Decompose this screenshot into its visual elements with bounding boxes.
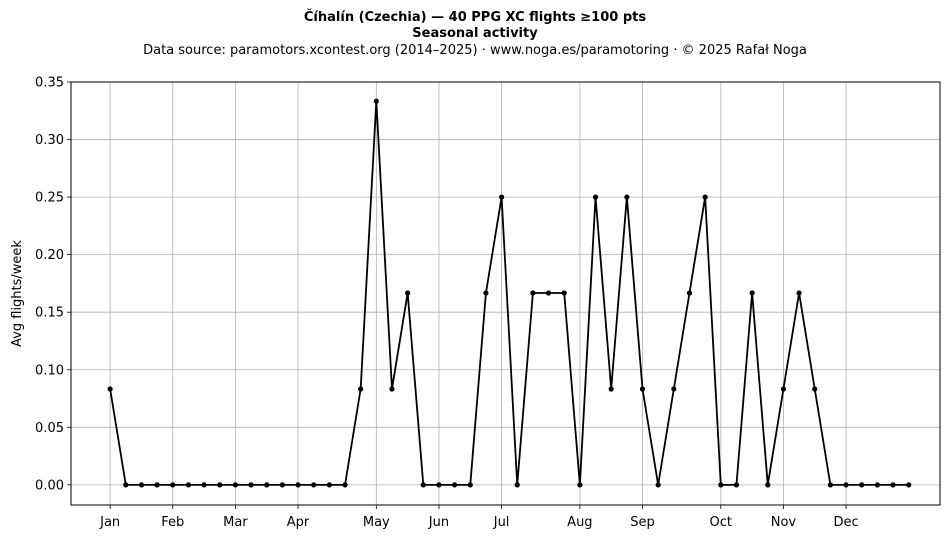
data-point (498, 194, 505, 200)
y-tick-label: 0.15 (35, 306, 64, 321)
data-point (483, 290, 489, 296)
data-point (405, 290, 411, 296)
x-tick-label: Mar (223, 515, 248, 530)
data-point (592, 194, 599, 200)
y-tick-label: 0.20 (35, 248, 64, 263)
data-point (170, 482, 176, 488)
y-tick-label: 0.00 (35, 478, 64, 493)
y-tick-label: 0.35 (35, 76, 64, 91)
data-point (561, 290, 567, 296)
data-point (874, 482, 880, 488)
data-point (733, 482, 740, 488)
data-point (201, 482, 207, 488)
data-point (702, 194, 708, 200)
data-point (217, 482, 223, 488)
data-point (514, 482, 520, 488)
data-point (185, 482, 192, 488)
y-tick-label: 0.25 (35, 191, 64, 206)
y-axis-label: Avg flights/week (10, 240, 25, 347)
series-line (109, 100, 909, 486)
data-point (342, 482, 348, 488)
data-point (639, 386, 646, 392)
data-point (890, 482, 896, 488)
data-point (436, 482, 442, 488)
data-point (452, 482, 458, 488)
y-tick-label: 0.05 (35, 421, 64, 436)
plot-frame (70, 81, 941, 506)
y-tick-label: 0.30 (35, 133, 64, 148)
data-point (123, 482, 129, 488)
data-point (545, 290, 552, 296)
data-point (264, 482, 270, 488)
data-point (827, 482, 833, 488)
data-point (326, 482, 332, 488)
data-point (906, 482, 912, 488)
x-tick-label: Feb (161, 515, 184, 530)
data-point (780, 386, 787, 392)
data-point (530, 290, 536, 296)
x-tick-label: Aug (567, 515, 592, 530)
data-point (467, 482, 473, 488)
data-point (671, 386, 677, 392)
x-tick-label: Sep (630, 515, 655, 530)
data-source-line: Data source: paramotors.xcontest.org (20… (143, 43, 807, 58)
x-tick-label: Apr (287, 515, 310, 530)
data-point (107, 386, 113, 392)
y-tick-label: 0.10 (35, 363, 64, 378)
data-point (624, 194, 630, 200)
data-point (232, 482, 239, 488)
data-point (389, 386, 395, 392)
data-point (608, 386, 614, 392)
x-tick-label: Dec (833, 515, 858, 530)
data-point (279, 482, 285, 488)
data-point (843, 482, 849, 488)
data-point (295, 482, 301, 488)
chart-title: Číhalín (Czechia) — 40 PPG XC flights ≥1… (303, 10, 647, 25)
x-tick-label: Jan (99, 515, 120, 530)
data-point (358, 386, 364, 392)
chart-subtitle: Seasonal activity (412, 26, 538, 41)
data-point (859, 482, 865, 488)
data-point (796, 290, 802, 296)
data-point (138, 482, 145, 488)
data-point (373, 98, 379, 104)
data-point (686, 290, 693, 296)
x-tick-label: Jun (428, 515, 449, 530)
data-point (154, 482, 160, 488)
x-tick-label: Oct (710, 515, 732, 530)
data-point (311, 482, 317, 488)
x-tick-label: May (363, 515, 390, 530)
data-point (655, 482, 661, 488)
x-tick-label: Nov (771, 515, 797, 530)
data-point (577, 482, 583, 488)
data-point (749, 290, 755, 296)
data-point (765, 482, 771, 488)
x-tick-label: Jul (493, 515, 510, 530)
data-point (718, 482, 724, 488)
data-point (420, 482, 426, 488)
data-point (248, 482, 254, 488)
data-point (812, 386, 818, 392)
